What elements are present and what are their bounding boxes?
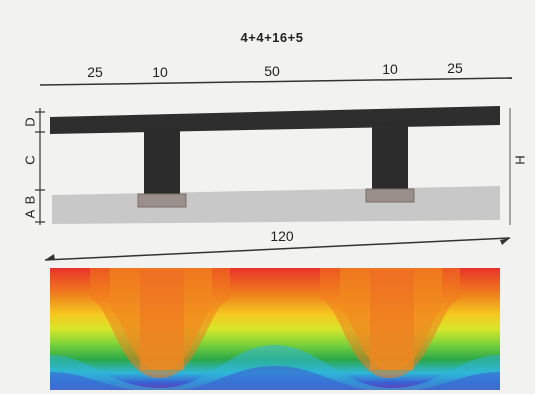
left-foot xyxy=(137,193,187,208)
right-web xyxy=(372,121,408,190)
dimension-label: 10 xyxy=(152,64,168,80)
dimension-label: 25 xyxy=(87,64,103,80)
profile-formula: 4+4+16+5 xyxy=(240,30,304,45)
total-width-label: 120 xyxy=(270,228,294,244)
dimension-label: 25 xyxy=(447,60,463,76)
right-foot xyxy=(365,188,415,203)
dimension-label: 10 xyxy=(382,61,398,77)
dimension-label: 50 xyxy=(264,63,280,79)
right-web-thermal xyxy=(370,270,414,370)
left-web-thermal xyxy=(140,270,184,370)
left-web xyxy=(144,127,180,195)
bottom-dimension-line xyxy=(44,237,511,261)
